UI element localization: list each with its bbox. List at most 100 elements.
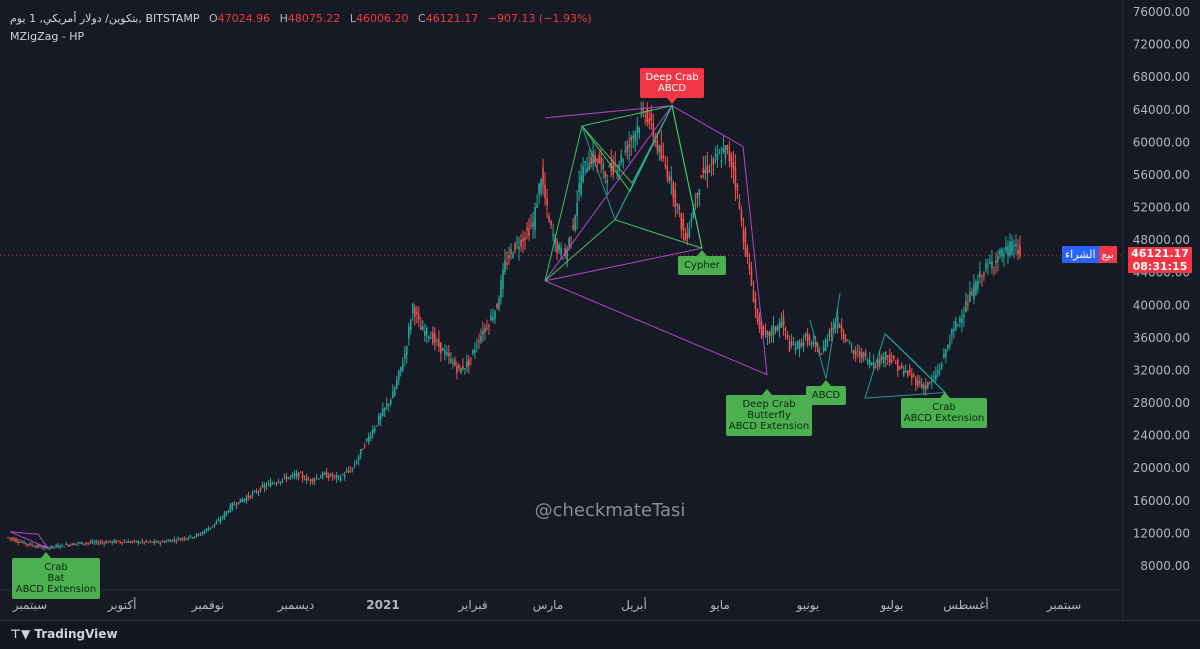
candle-body <box>77 542 79 544</box>
candle-body <box>1007 246 1009 257</box>
y-tick-label: 72000.00 <box>1133 38 1190 52</box>
tradingview-logo[interactable]: ⊤▼ TradingView <box>10 627 118 641</box>
candle-body <box>21 542 23 544</box>
candle-body <box>337 475 340 477</box>
candle-body <box>147 541 150 543</box>
x-tick-label: سبتمبر <box>12 598 47 613</box>
tv-icon: ⊤▼ <box>10 627 31 641</box>
candle-body <box>528 227 530 237</box>
candle-body <box>109 540 112 542</box>
candle-body <box>502 269 504 289</box>
candle-body <box>722 147 725 152</box>
candle-body <box>682 219 685 231</box>
candle-body <box>566 249 568 260</box>
price-chart[interactable]: 8000.00 12000.00 16000.00 20000.00 24000.00 2… <box>0 0 1200 620</box>
chart-area[interactable]: 8000.00 12000.00 16000.00 20000.00 24000.00 2… <box>0 0 1200 620</box>
candle-body <box>93 541 95 543</box>
last-price: 46121.17 <box>1131 247 1189 260</box>
candle-body <box>412 304 414 314</box>
label-arrow <box>762 389 772 395</box>
candle-body <box>422 326 424 331</box>
candle-body <box>822 345 825 352</box>
candle-body <box>173 539 176 541</box>
candle-body <box>490 315 492 321</box>
candle-body <box>349 470 352 472</box>
candle-body <box>69 544 71 546</box>
candle-body <box>367 435 370 442</box>
candle-body <box>636 125 639 133</box>
candle-body <box>955 321 957 330</box>
candle-body <box>313 479 316 482</box>
candle-body <box>572 225 574 229</box>
candle-body <box>959 317 961 323</box>
candle-body <box>253 490 256 492</box>
pattern-line <box>825 292 841 379</box>
candle-body <box>941 364 943 368</box>
candle-body <box>724 145 727 158</box>
candle-body <box>929 382 931 384</box>
candle-body <box>399 366 402 372</box>
candle-body <box>105 541 107 544</box>
candle-body <box>75 543 77 545</box>
candle-body <box>826 339 829 342</box>
open-label: O <box>208 12 218 25</box>
candle-body <box>933 377 935 379</box>
candle-body <box>446 352 448 355</box>
candle-body <box>213 523 216 526</box>
candle-body <box>195 534 198 537</box>
candle-body <box>925 385 927 390</box>
candle-body <box>397 370 400 381</box>
candle-body <box>480 335 482 342</box>
candle-body <box>971 292 973 296</box>
candle-body <box>660 144 663 160</box>
candle-body <box>967 303 969 306</box>
candle-body <box>287 477 290 479</box>
candle-body <box>113 540 116 543</box>
candle-body <box>666 166 669 178</box>
candle-body <box>482 330 484 335</box>
candle-body <box>37 544 39 548</box>
buy-button[interactable]: الشراء <box>1062 246 1099 263</box>
candle-body <box>193 536 196 538</box>
candle-body <box>115 540 118 543</box>
price-axis <box>1123 0 1200 620</box>
candle-body <box>329 473 332 477</box>
candle-body <box>375 425 378 427</box>
candle-body <box>778 321 781 329</box>
candle-body <box>604 172 606 178</box>
candle-body <box>83 543 85 545</box>
y-tick-label: 56000.00 <box>1133 168 1190 182</box>
pattern-line <box>581 104 703 250</box>
candle-body <box>798 341 801 350</box>
candle-body <box>167 540 170 542</box>
candle-body <box>27 544 29 546</box>
candle-body <box>953 328 955 331</box>
candle-body <box>131 541 134 543</box>
x-tick-label: أغسطس <box>943 597 988 613</box>
candle-body <box>890 360 893 363</box>
candle-body <box>197 534 200 536</box>
candle-body <box>33 546 35 548</box>
candle-body <box>265 485 268 487</box>
candle-body <box>229 505 232 512</box>
candle-body <box>995 260 997 264</box>
candle-body <box>836 316 839 329</box>
pattern-line <box>581 125 616 220</box>
candle-body <box>185 538 188 540</box>
candle-body <box>245 497 248 501</box>
indicator-label[interactable]: MZigZag - HP <box>10 30 85 43</box>
candle-body <box>381 408 384 417</box>
candle-body <box>856 351 859 353</box>
candle-body <box>161 541 164 543</box>
candle-body <box>927 382 929 388</box>
candle-body <box>201 532 204 534</box>
candle-body <box>464 368 466 370</box>
candle-body <box>299 472 302 474</box>
candle-body <box>898 367 901 370</box>
candle-body <box>564 248 566 257</box>
pattern-label-text: ABCD <box>812 390 841 401</box>
candle-body <box>696 192 699 198</box>
candle-body <box>868 359 871 365</box>
candle-body <box>794 347 797 352</box>
sell-button[interactable]: بيع <box>1098 246 1117 263</box>
